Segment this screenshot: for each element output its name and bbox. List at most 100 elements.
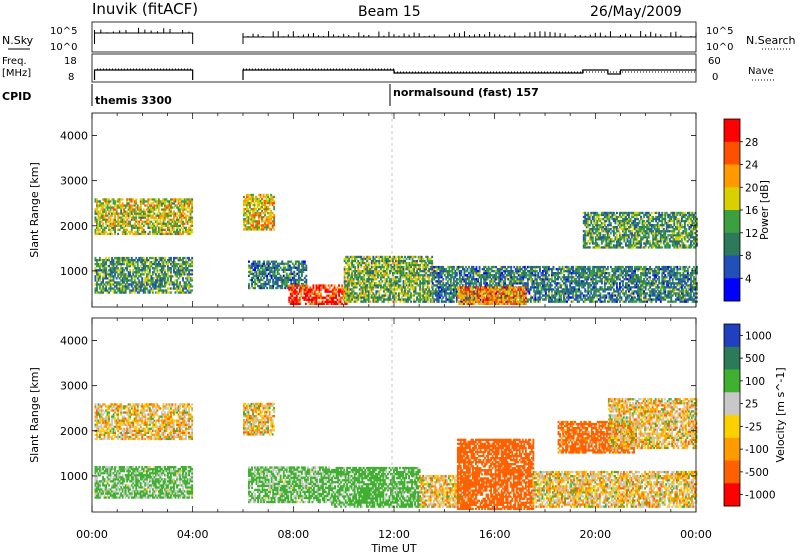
data-cell	[189, 285, 192, 288]
data-cell	[588, 300, 591, 303]
data-cell	[416, 274, 418, 277]
data-cell	[554, 274, 556, 277]
data-cell	[282, 282, 285, 286]
data-cell	[250, 197, 253, 201]
data-cell	[504, 296, 507, 299]
data-cell	[314, 296, 316, 299]
data-cell	[363, 284, 366, 287]
data-cell	[448, 298, 451, 301]
data-cell	[102, 261, 104, 264]
data-cell	[499, 284, 502, 287]
data-cell	[549, 288, 552, 291]
data-cell	[170, 202, 172, 205]
data-cell	[118, 283, 121, 286]
data-cell	[354, 268, 357, 271]
data-cell	[330, 296, 333, 299]
data-cell	[165, 232, 168, 236]
data-cell	[426, 276, 429, 279]
data-cell	[315, 296, 318, 299]
data-cell	[135, 256, 138, 260]
data-cell	[437, 278, 440, 281]
date-title: 26/May/2009	[590, 4, 682, 20]
data-cell	[560, 290, 562, 293]
data-cell	[124, 259, 127, 262]
data-cell	[439, 290, 442, 293]
data-cell	[398, 284, 400, 287]
data-cell	[587, 286, 590, 289]
data-cell	[468, 272, 470, 275]
data-cell	[422, 296, 425, 299]
data-cell	[120, 273, 123, 276]
data-cell	[191, 273, 194, 276]
data-cell	[352, 284, 355, 287]
data-cell	[526, 278, 529, 281]
data-cell	[338, 284, 340, 287]
data-cell	[180, 212, 183, 215]
data-cell	[121, 281, 124, 284]
data-cell	[401, 261, 403, 265]
data-cell	[318, 288, 321, 291]
data-cell	[165, 230, 168, 234]
data-cell	[261, 220, 263, 223]
data-cell	[578, 284, 581, 287]
data-cell	[411, 294, 414, 297]
data-cell	[191, 228, 194, 231]
data-cell	[100, 232, 103, 236]
data-cell	[543, 298, 546, 301]
data-cell	[124, 212, 127, 215]
data-cell	[257, 278, 259, 282]
data-cell	[124, 230, 127, 234]
data-cell	[265, 208, 268, 211]
data-cell	[94, 256, 97, 260]
data-cell	[287, 260, 290, 263]
data-cell	[292, 298, 295, 301]
data-cell	[133, 210, 136, 213]
data-cell	[153, 232, 156, 236]
data-cell	[455, 296, 458, 299]
data-cell	[582, 284, 585, 287]
data-cell	[526, 284, 529, 287]
data-cell	[247, 201, 250, 205]
data-cell	[333, 284, 336, 287]
data-cell	[357, 268, 360, 271]
data-cell	[127, 230, 130, 234]
data-cell	[173, 281, 175, 284]
data-cell	[247, 220, 250, 223]
data-cell	[188, 226, 190, 229]
power-data-cells	[94, 193, 698, 305]
data-cell	[336, 302, 339, 305]
data-cell	[139, 202, 142, 205]
data-cell	[549, 298, 552, 301]
data-cell	[522, 272, 525, 275]
data-cell	[411, 261, 414, 265]
data-cell	[564, 286, 567, 289]
data-cell	[507, 274, 510, 277]
data-cell	[364, 265, 367, 269]
data-cell	[267, 205, 270, 209]
data-cell	[297, 298, 300, 301]
data-cell	[279, 276, 282, 280]
data-cell	[115, 220, 118, 223]
data-cell	[124, 273, 127, 276]
data-cell	[531, 272, 534, 275]
data-cell	[357, 282, 360, 285]
data-cell	[346, 296, 349, 299]
data-cell	[486, 278, 488, 281]
data-cell	[123, 230, 126, 234]
data-cell	[148, 210, 151, 213]
data-cell	[361, 290, 364, 293]
data-cell	[523, 272, 526, 275]
data-cell	[590, 284, 593, 287]
data-cell	[346, 286, 349, 289]
data-cell	[189, 224, 192, 227]
data-cell	[118, 222, 121, 225]
data-cell	[346, 292, 349, 295]
data-cell	[161, 267, 163, 270]
data-cell	[120, 289, 123, 292]
data-cell	[351, 270, 354, 273]
data-cell	[132, 261, 135, 264]
data-cell	[439, 272, 442, 275]
data-cell	[437, 265, 440, 269]
data-cell	[370, 280, 373, 283]
data-cell	[182, 210, 184, 213]
